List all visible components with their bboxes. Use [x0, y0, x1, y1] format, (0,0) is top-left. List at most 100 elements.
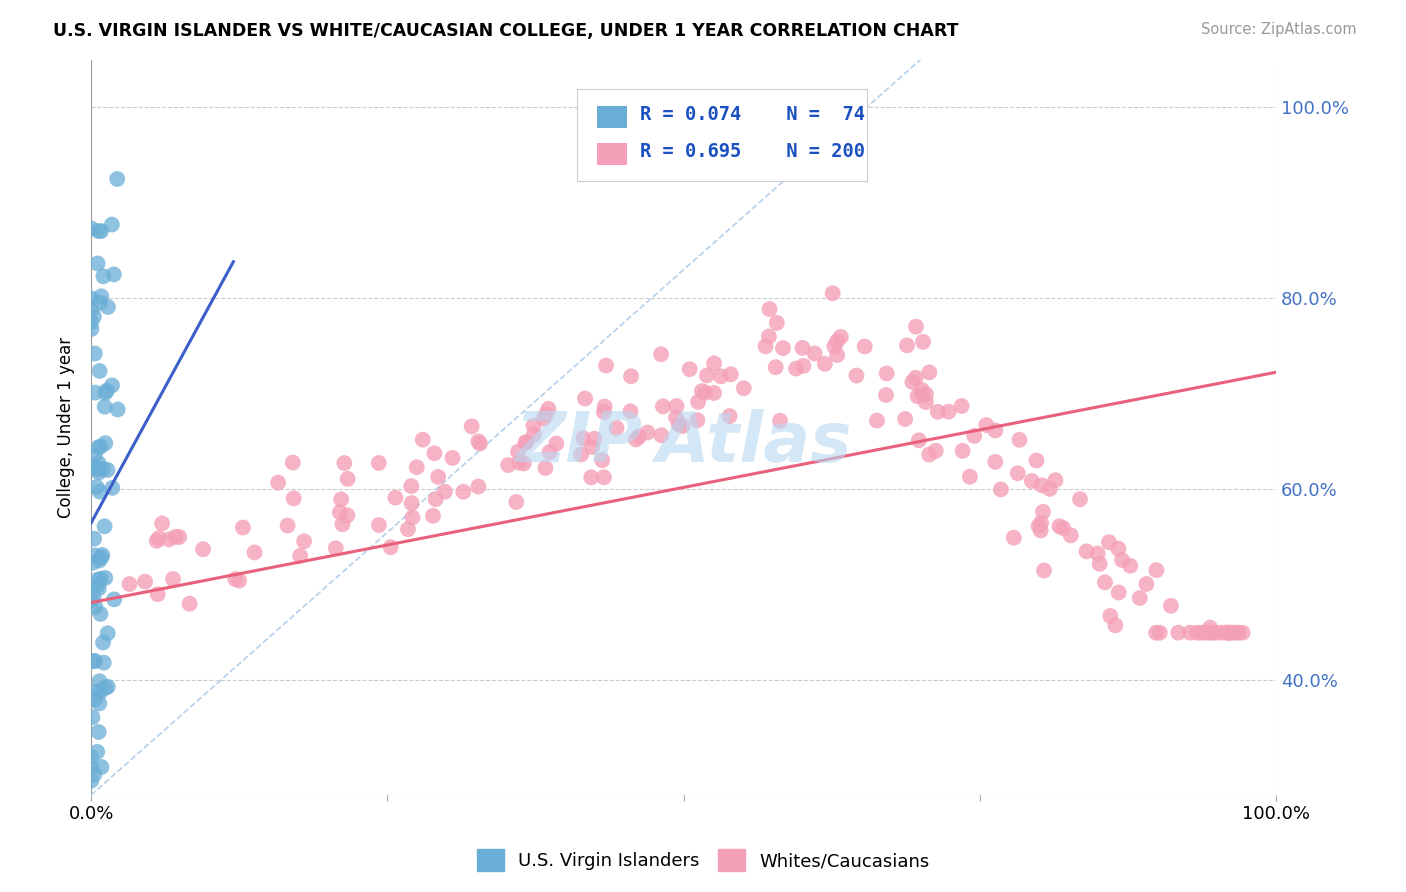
Point	[901, 375, 924, 389]
Point	[423, 446, 446, 460]
Point	[80, 593, 103, 607]
Point	[825, 334, 848, 348]
Point	[283, 491, 305, 506]
Point	[1129, 591, 1152, 605]
Point	[277, 518, 299, 533]
Point	[915, 395, 938, 409]
Legend: U.S. Virgin Islanders, Whites/Caucasians: U.S. Virgin Islanders, Whites/Caucasians	[470, 842, 936, 879]
Point	[84, 385, 107, 400]
Point	[281, 456, 304, 470]
Point	[896, 338, 918, 352]
Point	[1039, 482, 1062, 496]
Point	[990, 483, 1012, 497]
Point	[875, 388, 897, 402]
Point	[650, 428, 672, 442]
Point	[679, 362, 702, 376]
Point	[710, 369, 733, 384]
Point	[105, 172, 128, 186]
Point	[1025, 453, 1047, 467]
Point	[1219, 625, 1241, 640]
Point	[911, 388, 934, 402]
Point	[146, 587, 169, 601]
Point	[814, 357, 837, 371]
Point	[165, 530, 187, 544]
Point	[83, 692, 105, 706]
Point	[1199, 621, 1222, 635]
Point	[652, 400, 675, 414]
FancyBboxPatch shape	[598, 106, 627, 128]
Point	[228, 574, 250, 588]
Point	[803, 346, 825, 360]
Point	[1108, 585, 1130, 599]
Point	[89, 553, 111, 567]
Point	[96, 463, 118, 477]
Point	[1223, 625, 1246, 640]
Point	[1028, 519, 1050, 533]
Point	[87, 462, 110, 476]
Point	[733, 381, 755, 395]
Point	[918, 448, 941, 462]
Point	[506, 444, 529, 458]
Point	[325, 541, 347, 556]
Point	[87, 582, 110, 596]
Point	[593, 405, 616, 419]
Point	[637, 425, 659, 440]
Point	[593, 470, 616, 484]
Point	[89, 685, 111, 699]
Point	[89, 697, 111, 711]
Point	[96, 384, 118, 398]
Point	[107, 402, 129, 417]
Point	[145, 533, 167, 548]
Point	[467, 479, 489, 493]
Point	[505, 495, 527, 509]
Point	[101, 378, 124, 392]
Point	[963, 429, 986, 443]
Point	[460, 419, 482, 434]
Point	[1033, 564, 1056, 578]
Point	[537, 401, 560, 416]
Point	[754, 339, 776, 353]
Point	[380, 540, 402, 554]
Point	[915, 387, 938, 401]
Point	[904, 370, 927, 384]
Point	[1160, 599, 1182, 613]
Point	[91, 635, 114, 649]
Point	[605, 421, 627, 435]
Point	[1021, 474, 1043, 488]
Point	[686, 413, 709, 427]
Point	[515, 436, 537, 450]
Point	[1031, 478, 1053, 492]
Point	[769, 414, 792, 428]
Point	[853, 339, 876, 353]
Point	[94, 571, 117, 585]
Point	[671, 419, 693, 434]
Point	[1189, 625, 1212, 640]
Point	[84, 549, 107, 563]
Y-axis label: College, Under 1 year: College, Under 1 year	[58, 337, 75, 518]
Text: R = 0.074    N =  74: R = 0.074 N = 74	[640, 105, 865, 124]
Point	[703, 386, 725, 401]
Point	[688, 395, 710, 409]
Point	[84, 600, 107, 615]
Point	[650, 347, 672, 361]
Point	[101, 481, 124, 495]
Point	[329, 505, 352, 519]
Point	[1094, 575, 1116, 590]
Point	[1218, 625, 1240, 640]
Point	[581, 440, 603, 454]
Point	[97, 680, 120, 694]
Text: R = 0.695    N = 200: R = 0.695 N = 200	[640, 142, 865, 161]
Point	[538, 445, 561, 459]
Point	[468, 436, 491, 450]
Point	[86, 573, 108, 587]
Point	[422, 508, 444, 523]
Point	[80, 302, 103, 317]
Point	[758, 329, 780, 343]
Point	[785, 361, 807, 376]
Point	[665, 399, 688, 413]
Point	[772, 341, 794, 355]
Point	[118, 577, 141, 591]
Point	[90, 440, 112, 454]
Point	[90, 550, 112, 565]
Point	[90, 289, 112, 303]
